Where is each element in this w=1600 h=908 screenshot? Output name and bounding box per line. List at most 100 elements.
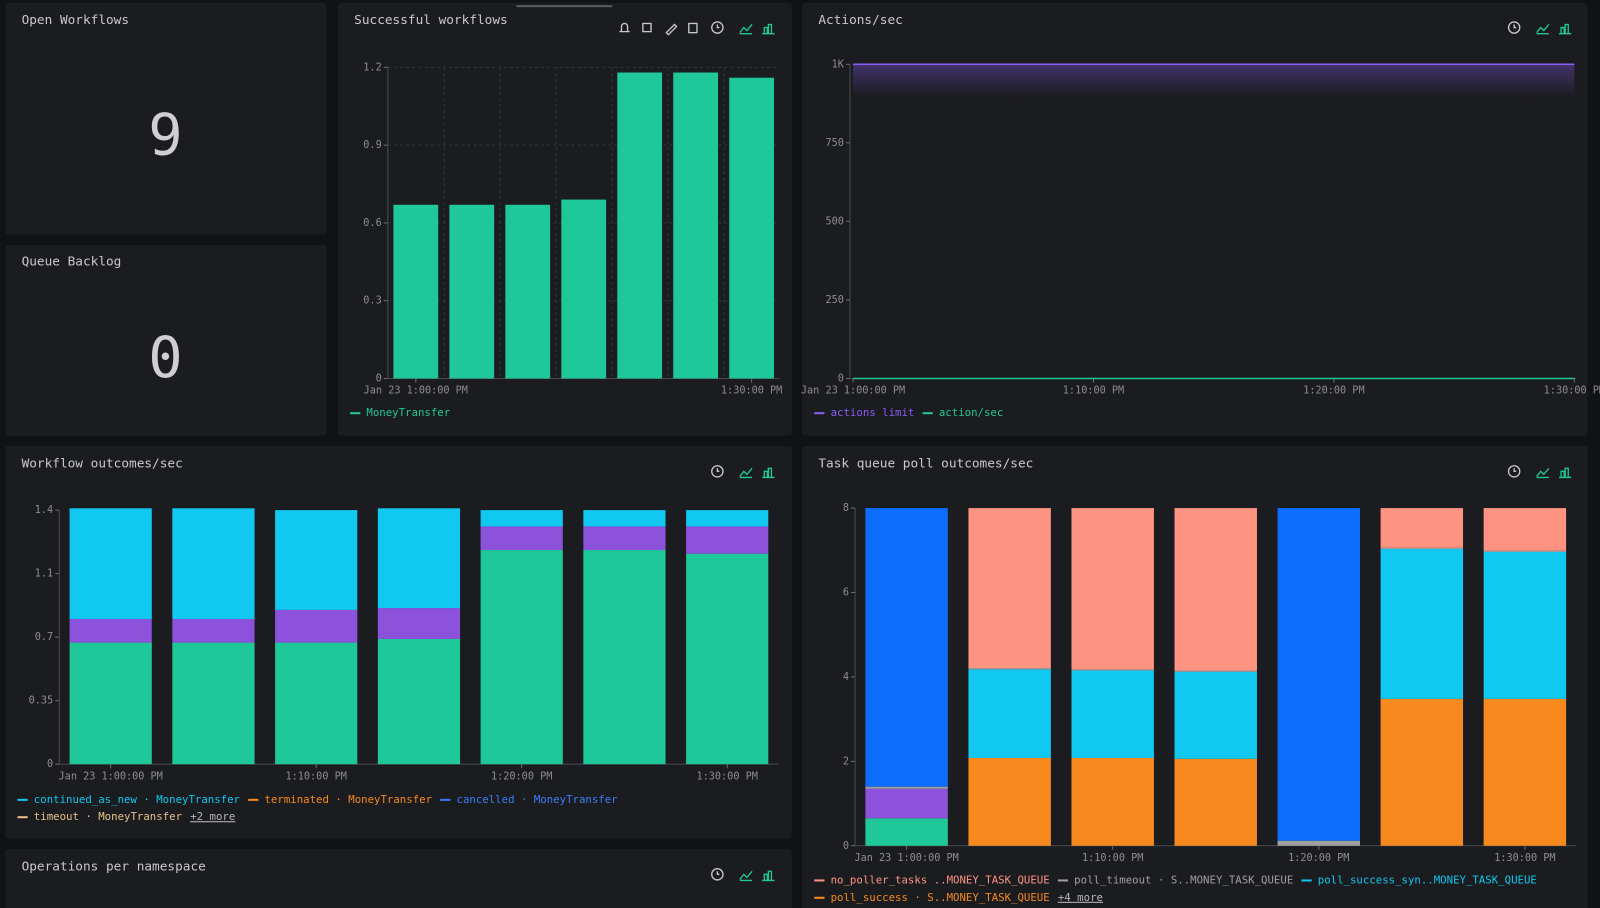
y-tick-label: 1.1 [35,569,53,580]
bar-segment [69,642,152,765]
toolbar-icon[interactable] [1513,24,1517,29]
bar [729,77,774,379]
toolbar-icon[interactable] [762,870,775,882]
bar-segment [480,550,563,765]
legend-label[interactable]: poll_timeout · S..MONEY_TASK_QUEUE [1074,873,1293,886]
legend-more[interactable]: +4 more [1058,891,1103,904]
bar-segment [1071,669,1154,671]
y-tick-label: 8 [843,503,849,514]
bar-segment [1380,547,1464,550]
legend-label[interactable]: poll_success · S..MONEY_TASK_QUEUE [831,891,1050,904]
y-tick-label: 0.3 [363,296,381,307]
x-tick-label: 1:10:00 PM [1063,386,1124,397]
toolbar-icon[interactable] [711,21,724,34]
bar-segment [1380,549,1464,699]
x-tick-label: 1:30:00 PM [697,771,758,782]
x-tick-label: 1:10:00 PM [1082,853,1143,864]
toolbar-icon[interactable] [1559,467,1572,479]
toolbar-icon[interactable] [1536,467,1550,479]
y-tick-label: 6 [843,587,849,598]
y-tick-label: 0.9 [363,140,381,151]
bar-segment [480,526,563,551]
y-tick-label: 1.4 [35,505,53,516]
y-tick-label: 0.6 [363,218,381,229]
legend-label[interactable]: no_poller_tasks ..MONEY_TASK_QUEUE [831,873,1050,886]
toolbar-icon[interactable] [739,870,753,882]
x-tick-label: 1:20:00 PM [1303,386,1364,397]
y-tick-label: 0 [838,374,844,385]
bar-segment [686,553,769,765]
toolbar-icon[interactable] [716,24,720,29]
toolbar-icon[interactable] [711,465,724,478]
bar [449,204,495,379]
bar-segment [1174,670,1257,672]
toolbar-icon[interactable] [739,24,753,35]
bar-segment [1174,508,1257,671]
bar-segment [275,510,358,610]
bar-segment [1380,508,1464,548]
legend-label[interactable]: continued_as_new · MoneyTransfer [34,793,241,806]
x-tick-label: Jan 23 1:00:00 PM [854,853,958,864]
toolbar-icon[interactable] [762,467,775,479]
bar-segment [1174,758,1257,846]
legend-label[interactable]: MoneyTransfer [366,406,450,419]
toolbar-icon[interactable] [1507,465,1521,478]
toolbar-icon[interactable] [1559,23,1572,35]
stat-value: 0 [148,325,182,391]
toolbar-icon[interactable] [1513,468,1517,473]
x-tick-label: Jan 23 1:00:00 PM [364,386,468,397]
legend-label[interactable]: poll_success_syn..MONEY_TASK_QUEUE [1318,873,1537,886]
y-tick-label: 250 [825,295,843,306]
bar-segment [865,786,948,789]
y-tick-label: 2 [843,756,849,767]
y-tick-label: 500 [825,216,843,227]
legend-more[interactable]: +2 more [190,810,235,823]
bar-segment [686,526,769,554]
panel-title: Queue Backlog [22,255,122,270]
toolbar-icon[interactable] [739,467,753,479]
bar-segment [1483,551,1567,699]
legend-label[interactable]: action/sec [939,406,1003,419]
x-tick-label: 1:30:00 PM [1544,386,1600,397]
x-tick-label: Jan 23 1:00:00 PM [59,771,163,782]
panel [802,3,1588,436]
y-tick-label: 1K [832,59,845,70]
bar-segment [686,510,769,527]
bar-segment [480,510,563,527]
bar-segment [968,668,1051,670]
toolbar-icon[interactable] [665,23,678,36]
panel [5,244,327,436]
toolbar-icon[interactable] [716,468,720,473]
bar-segment [1277,508,1361,841]
y-tick-label: 750 [825,138,843,149]
panel-title: Task queue poll outcomes/sec [818,457,1033,472]
x-tick-label: 1:30:00 PM [721,386,782,397]
toolbar-icon[interactable] [716,871,720,875]
legend-label[interactable]: terminated · MoneyTransfer [264,793,432,806]
bar-segment [172,508,255,619]
y-tick-label: 0.7 [35,632,53,643]
bar [505,204,551,379]
toolbar-icon[interactable] [711,868,724,881]
legend-label[interactable]: cancelled · MoneyTransfer [457,793,619,806]
bar-segment [968,669,1051,758]
toolbar-icon[interactable] [762,23,775,35]
x-tick-label: Jan 23 1:00:00 PM [801,386,905,397]
legend-label[interactable]: actions limit [831,406,915,419]
bar-segment [1483,508,1567,551]
bar-segment [583,510,666,527]
panel [5,3,327,235]
bar-segment [1071,757,1154,846]
bar-segment [865,508,948,787]
panel-title: Operations per namespace [22,860,206,875]
toolbar-icon[interactable] [619,22,630,33]
y-tick-label: 4 [843,672,849,683]
legend-label[interactable]: timeout · MoneyTransfer [34,810,183,823]
toolbar-icon[interactable] [642,22,652,33]
bar [393,204,439,379]
toolbar-icon[interactable] [1507,21,1521,34]
toolbar-icon[interactable] [1536,24,1550,35]
toolbar-icon[interactable] [688,22,698,34]
bar-segment [1483,550,1567,552]
